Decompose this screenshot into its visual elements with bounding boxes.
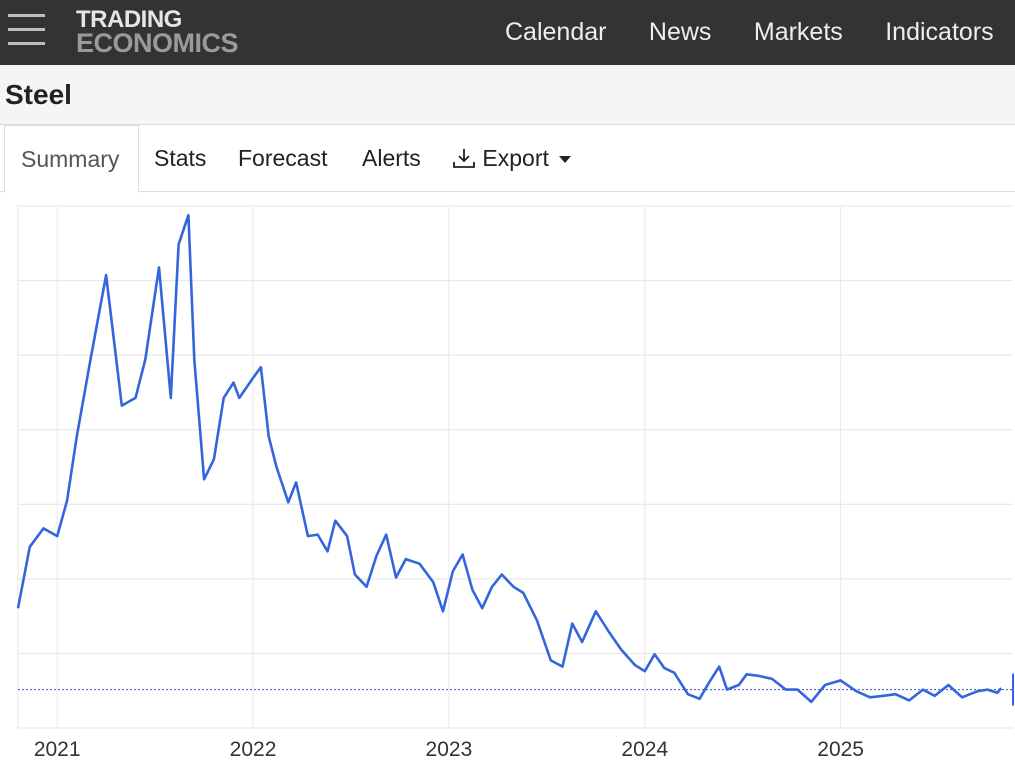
logo-line1: TRADING	[76, 6, 182, 33]
main-nav: Calendar News Markets Indicators	[505, 18, 1015, 47]
steel-price-chart[interactable]: 2021 2022 2023 2024 2025	[0, 192, 1015, 761]
x-tick-label: 2025	[817, 738, 864, 761]
last-value-marker	[1012, 673, 1014, 706]
page-title: Steel	[5, 79, 72, 110]
caret-down-icon	[559, 156, 572, 164]
nav-news[interactable]: News	[648, 18, 712, 46]
menu-icon[interactable]	[8, 14, 45, 46]
tab-forecast[interactable]: Forecast	[238, 145, 328, 171]
tab-bar: Summary Stats Forecast Alerts Export	[0, 125, 1015, 193]
nav-indicators[interactable]: Indicators	[885, 18, 994, 46]
tab-export-label: Export	[482, 145, 549, 171]
tab-summary[interactable]: Summary	[4, 125, 139, 193]
tab-summary-label: Summary	[21, 146, 120, 172]
x-tick-label: 2023	[426, 738, 473, 761]
download-icon	[453, 149, 475, 168]
nav-calendar[interactable]: Calendar	[505, 18, 607, 46]
logo-line2: ECONOMICS	[76, 27, 239, 58]
nav-markets[interactable]: Markets	[753, 18, 843, 46]
x-tick-label: 2022	[230, 738, 277, 761]
tab-alerts[interactable]: Alerts	[362, 145, 421, 171]
title-bar: Steel	[0, 65, 1015, 125]
tab-stats[interactable]: Stats	[154, 145, 207, 171]
series-line-steel	[16, 213, 1003, 704]
x-tick-label: 2021	[34, 738, 81, 761]
tab-export[interactable]: Export	[452, 145, 572, 172]
chart-grid	[17, 205, 1013, 729]
logo[interactable]: TRADING ECONOMICS	[76, 6, 239, 58]
x-tick-label: 2024	[621, 738, 668, 761]
x-axis-ticks: 2021 2022 2023 2024 2025	[34, 738, 864, 761]
top-navbar: TRADING ECONOMICS Calendar News Markets …	[0, 0, 1015, 65]
